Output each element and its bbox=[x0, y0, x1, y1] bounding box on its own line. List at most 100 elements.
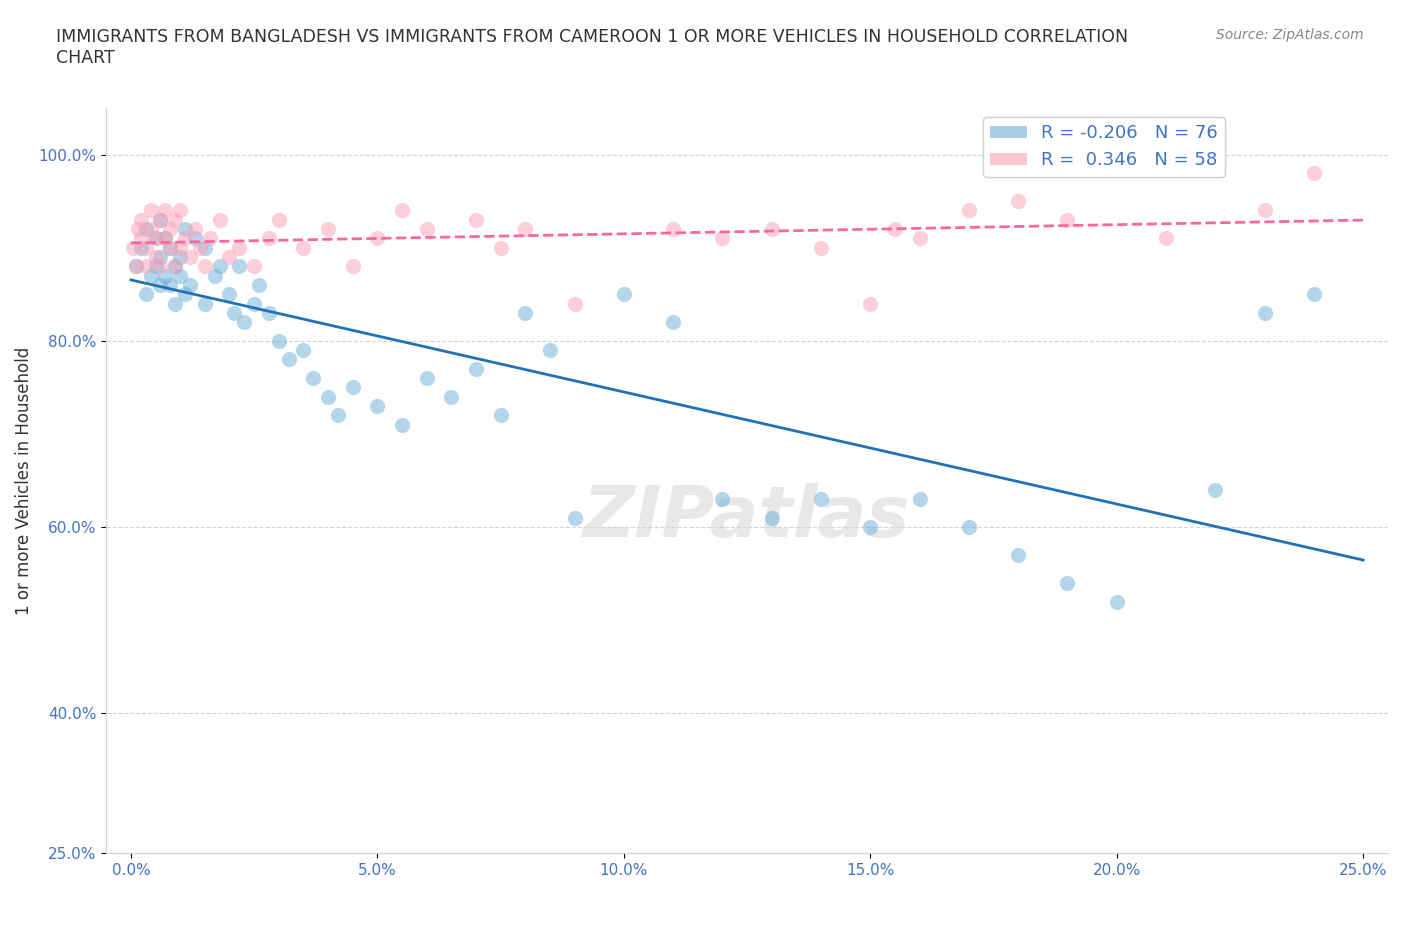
Point bbox=[149, 249, 172, 264]
Point bbox=[188, 240, 211, 255]
Point bbox=[218, 286, 240, 301]
Point bbox=[859, 520, 882, 535]
Point bbox=[316, 390, 339, 405]
Point bbox=[145, 249, 167, 264]
Point bbox=[957, 203, 980, 218]
Point bbox=[159, 221, 181, 236]
Point bbox=[179, 249, 201, 264]
Point bbox=[957, 520, 980, 535]
Point bbox=[662, 221, 685, 236]
Point bbox=[125, 259, 148, 273]
Point bbox=[194, 296, 217, 311]
Point bbox=[342, 259, 364, 273]
Point bbox=[174, 231, 197, 246]
Point bbox=[908, 231, 931, 246]
Point bbox=[135, 286, 157, 301]
Point bbox=[135, 240, 157, 255]
Point bbox=[267, 212, 290, 227]
Point bbox=[135, 221, 157, 236]
Point bbox=[224, 305, 246, 320]
Point bbox=[165, 296, 187, 311]
Legend: R = -0.206   N = 76, R =  0.346   N = 58: R = -0.206 N = 76, R = 0.346 N = 58 bbox=[983, 117, 1225, 177]
Point bbox=[145, 259, 167, 273]
Point bbox=[302, 371, 325, 386]
Point bbox=[122, 240, 145, 255]
Point bbox=[155, 231, 177, 246]
Point bbox=[127, 221, 149, 236]
Point bbox=[149, 212, 172, 227]
Point bbox=[465, 212, 488, 227]
Point bbox=[440, 390, 463, 405]
Point bbox=[859, 296, 882, 311]
Point bbox=[174, 286, 197, 301]
Point bbox=[465, 362, 488, 377]
Point bbox=[159, 277, 181, 292]
Point bbox=[129, 240, 152, 255]
Point bbox=[149, 212, 172, 227]
Point bbox=[908, 492, 931, 507]
Point bbox=[149, 277, 172, 292]
Point bbox=[159, 240, 181, 255]
Point bbox=[228, 259, 250, 273]
Point bbox=[139, 203, 162, 218]
Point bbox=[761, 221, 783, 236]
Point bbox=[1302, 166, 1324, 180]
Point bbox=[711, 492, 734, 507]
Point bbox=[538, 343, 561, 358]
Point bbox=[184, 221, 207, 236]
Point bbox=[810, 492, 832, 507]
Point bbox=[165, 259, 187, 273]
Point bbox=[883, 221, 905, 236]
Point bbox=[415, 221, 437, 236]
Point bbox=[267, 333, 290, 348]
Point bbox=[1056, 212, 1078, 227]
Point bbox=[155, 231, 177, 246]
Point bbox=[165, 212, 187, 227]
Point bbox=[761, 511, 783, 525]
Point bbox=[415, 371, 437, 386]
Point bbox=[316, 221, 339, 236]
Point bbox=[179, 277, 201, 292]
Point bbox=[165, 259, 187, 273]
Point bbox=[1007, 193, 1029, 208]
Point bbox=[1105, 594, 1128, 609]
Point bbox=[564, 296, 586, 311]
Point bbox=[184, 231, 207, 246]
Point bbox=[233, 314, 256, 329]
Point bbox=[257, 305, 280, 320]
Point bbox=[155, 203, 177, 218]
Point bbox=[1253, 305, 1275, 320]
Point bbox=[1154, 231, 1177, 246]
Point bbox=[125, 259, 148, 273]
Point bbox=[145, 231, 167, 246]
Point bbox=[243, 259, 266, 273]
Point bbox=[292, 240, 315, 255]
Point bbox=[366, 399, 388, 414]
Point bbox=[169, 203, 191, 218]
Point bbox=[169, 249, 191, 264]
Point bbox=[208, 259, 231, 273]
Point bbox=[391, 203, 413, 218]
Point bbox=[169, 240, 191, 255]
Point bbox=[662, 314, 685, 329]
Point bbox=[243, 296, 266, 311]
Point bbox=[228, 240, 250, 255]
Point bbox=[194, 259, 217, 273]
Point bbox=[145, 231, 167, 246]
Point bbox=[1056, 576, 1078, 591]
Point bbox=[129, 231, 152, 246]
Text: Source: ZipAtlas.com: Source: ZipAtlas.com bbox=[1216, 28, 1364, 42]
Point bbox=[204, 268, 226, 283]
Point bbox=[489, 408, 512, 423]
Point bbox=[208, 212, 231, 227]
Point bbox=[198, 231, 221, 246]
Point bbox=[257, 231, 280, 246]
Point bbox=[564, 511, 586, 525]
Point bbox=[515, 305, 537, 320]
Point bbox=[277, 352, 299, 367]
Point bbox=[139, 268, 162, 283]
Point bbox=[1007, 548, 1029, 563]
Point bbox=[174, 221, 197, 236]
Point bbox=[711, 231, 734, 246]
Text: IMMIGRANTS FROM BANGLADESH VS IMMIGRANTS FROM CAMEROON 1 OR MORE VEHICLES IN HOU: IMMIGRANTS FROM BANGLADESH VS IMMIGRANTS… bbox=[56, 28, 1129, 67]
